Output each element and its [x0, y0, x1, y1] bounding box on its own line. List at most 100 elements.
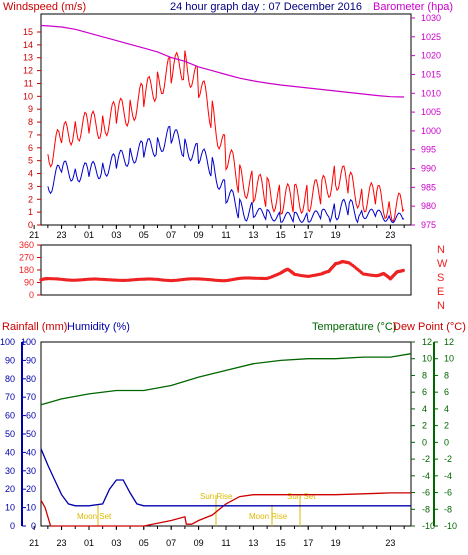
x-tick-label: 15 [276, 538, 286, 548]
temp-tick-label: -2 [422, 454, 430, 464]
dir-tick-label: 90 [24, 278, 34, 288]
rainfall-axis-label: Rainfall (mm) [2, 321, 67, 333]
x-tick-label: 17 [303, 538, 313, 548]
hum-tick-label: 0 [31, 521, 36, 531]
y-tick-label: 7 [28, 130, 33, 140]
y2-tick-label: 980 [421, 201, 436, 211]
direction-point [401, 268, 405, 272]
rain-tick-label: 0 [10, 521, 15, 531]
x-tick-label: 21 [29, 230, 39, 240]
moon-set-label: Moon Set [77, 512, 112, 521]
x-tick-label: 23 [57, 538, 67, 548]
dew-tick-label: 6 [444, 387, 449, 397]
y-tick-label: 13 [23, 53, 33, 63]
y-tick-label: 6 [28, 143, 33, 153]
y2-tick-label: 1015 [421, 69, 441, 79]
dew-tick-label: 4 [444, 404, 449, 414]
x-tick-label: 23 [385, 538, 395, 548]
dew-tick-label: -4 [444, 471, 452, 481]
y-tick-label: 3 [28, 181, 33, 191]
dewpoint-axis-label: Dew Point (°C) [393, 321, 466, 333]
rain-tick-label: 30 [5, 466, 15, 476]
x-tick-label: 23 [385, 230, 395, 240]
hum-tick-label: 60 [26, 411, 36, 421]
y2-tick-label: 975 [421, 220, 436, 230]
temp-tick-label: 6 [422, 387, 427, 397]
y2-tick-label: 1000 [421, 126, 441, 136]
x-tick-label: 07 [166, 538, 176, 548]
x-tick-label: 07 [166, 230, 176, 240]
y2-tick-label: 1030 [421, 13, 441, 23]
x-tick-label: 15 [276, 230, 286, 240]
y2-tick-label: 985 [421, 182, 436, 192]
x-tick-label: 09 [194, 538, 204, 548]
compass-labels: N W S E N [437, 244, 448, 312]
barometer-line [40, 24, 405, 98]
rain-tick-label: 40 [5, 447, 15, 457]
y2-tick-label: 990 [421, 164, 436, 174]
y-tick-label: 8 [28, 117, 33, 127]
x-tick-label: 03 [111, 230, 121, 240]
rain-tick-label: 50 [5, 429, 15, 439]
temp-tick-label: 4 [422, 404, 427, 414]
rain-tick-label: 70 [5, 392, 15, 402]
x-tick-label: 13 [248, 538, 258, 548]
dew-tick-label: -10 [444, 521, 457, 531]
hum-tick-label: 20 [26, 484, 36, 494]
sun-rise-label: Sun Rise [200, 492, 233, 501]
y2-tick-label: 1020 [421, 51, 441, 61]
compass-label: N [437, 244, 445, 256]
temp-tick-label: -8 [422, 504, 430, 514]
x-tick-label: 01 [84, 538, 94, 548]
hum-tick-label: 50 [26, 429, 36, 439]
y-tick-label: 2 [28, 194, 33, 204]
hum-tick-label: 90 [26, 355, 36, 365]
x-tick-label: 11 [221, 538, 230, 548]
temp-tick-label: 2 [422, 421, 427, 431]
humidity-line [40, 448, 411, 507]
temperature-axis-label: Temperature (°C) [312, 321, 396, 333]
x-tick-label: 05 [139, 538, 149, 548]
compass-label: E [437, 286, 444, 298]
rain-tick-label: 100 [0, 337, 15, 347]
astro-markers: Moon Set Sun Rise Moon Rise Sun Set [77, 492, 316, 526]
y-tick-label: 12 [23, 66, 33, 76]
y-tick-label: 10 [23, 91, 33, 101]
temperature-line [40, 353, 412, 406]
direction-panel-frame [40, 244, 412, 296]
rain-tick-label: 80 [5, 374, 15, 384]
rain-tick-label: 90 [5, 355, 15, 365]
x-tick-label: 11 [221, 230, 230, 240]
x-tick-label: 17 [303, 230, 313, 240]
y-tick-label: 1 [28, 207, 33, 217]
dew-tick-label: -8 [444, 504, 452, 514]
hum-tick-label: 10 [26, 503, 36, 513]
x-tick-label: 05 [139, 230, 149, 240]
rain-tick-label: 60 [5, 411, 15, 421]
y2-tick-label: 1005 [421, 107, 441, 117]
rain-tick-label: 10 [5, 503, 15, 513]
temp-tick-label: -10 [422, 521, 435, 531]
windgust-line [47, 50, 405, 223]
compass-label: N [437, 300, 445, 312]
rain-tick-label: 20 [5, 484, 15, 494]
windspeed-axis-label: Windspeed (m/s) [3, 1, 86, 13]
y2-tick-label: 1010 [421, 88, 441, 98]
wind-panel-frame [40, 13, 412, 226]
temp-tick-label: 12 [422, 337, 432, 347]
compass-label: W [437, 258, 448, 270]
temp-tick-label: 8 [422, 370, 427, 380]
temp-tick-label: -4 [422, 471, 430, 481]
y-tick-label: 11 [24, 78, 33, 88]
y2-tick-label: 1025 [421, 32, 441, 42]
humidity-axis-label: Humidity (%) [67, 321, 130, 333]
dew-tick-label: 0 [444, 437, 449, 447]
x-tick-label: 01 [84, 230, 94, 240]
barometer-axis-label: Barometer (hpa) [373, 1, 453, 13]
moon-rise-label: Moon Rise [249, 512, 288, 521]
y-tick-label: 15 [23, 27, 33, 37]
dew-tick-label: 2 [444, 421, 449, 431]
x-tick-label: 09 [194, 230, 204, 240]
hum-tick-label: 40 [26, 447, 36, 457]
